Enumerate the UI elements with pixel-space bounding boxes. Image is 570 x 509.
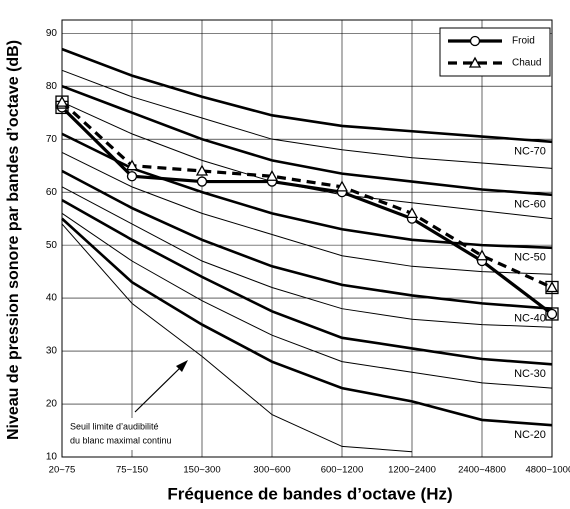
nc-curve bbox=[61, 198, 553, 366]
y-tick-label: 20 bbox=[46, 399, 58, 410]
marker bbox=[55, 95, 69, 109]
marker bbox=[196, 176, 208, 187]
y-tick-label: 60 bbox=[46, 187, 58, 198]
nc-curve bbox=[61, 217, 553, 427]
x-tick-label: 75~150 bbox=[116, 465, 148, 476]
nc-label-bg bbox=[512, 251, 548, 264]
marker bbox=[125, 159, 139, 171]
nc-curve bbox=[61, 223, 413, 453]
x-tick-label: 600~1200 bbox=[321, 465, 364, 476]
plot-area bbox=[61, 19, 553, 458]
nc-label-bg bbox=[512, 198, 548, 211]
legend-label: Froid bbox=[512, 36, 535, 47]
marker bbox=[475, 249, 489, 261]
legend-box bbox=[439, 27, 551, 77]
nc-label: NC-60 bbox=[514, 199, 546, 211]
marker bbox=[546, 308, 558, 320]
y-axis-title: Niveau de pression sonore par bandes d’o… bbox=[5, 40, 22, 440]
x-tick-label: 150~300 bbox=[183, 465, 220, 476]
annotation: Seuil limite d’audibilité bbox=[70, 421, 159, 431]
nc-label-bg bbox=[512, 312, 548, 325]
x-tick-label: 20~75 bbox=[49, 465, 76, 476]
y-tick-label: 40 bbox=[46, 293, 58, 304]
marker bbox=[55, 95, 69, 107]
legend-marker bbox=[469, 35, 481, 47]
nc-curve bbox=[61, 151, 553, 275]
nc-curve bbox=[61, 47, 553, 144]
x-tick-label: 2400~4800 bbox=[458, 465, 506, 476]
nc-label-bg bbox=[512, 368, 548, 381]
nc-curve bbox=[61, 132, 553, 250]
nc-label-bg bbox=[512, 145, 548, 158]
legend-label: Chaud bbox=[512, 58, 541, 69]
marker bbox=[335, 180, 349, 192]
marker bbox=[545, 307, 559, 321]
nc-curve bbox=[61, 84, 553, 197]
marker bbox=[545, 281, 559, 293]
nc-label-bg bbox=[512, 429, 548, 442]
y-tick-label: 70 bbox=[46, 134, 58, 145]
marker bbox=[265, 169, 279, 181]
series-line bbox=[60, 100, 553, 289]
x-tick-label: 4800~10000 bbox=[525, 465, 570, 476]
annotation: du blanc maximal continu bbox=[70, 435, 172, 445]
series-line bbox=[60, 106, 553, 316]
y-tick-label: 30 bbox=[46, 346, 58, 357]
annotation-bg bbox=[66, 418, 194, 450]
y-tick-label: 80 bbox=[46, 81, 58, 92]
annotation-arrow bbox=[134, 365, 183, 413]
nc-label: NC-20 bbox=[514, 429, 546, 441]
annotation-arrowhead bbox=[176, 360, 188, 372]
nc-label: NC-40 bbox=[514, 313, 546, 325]
y-tick-label: 50 bbox=[46, 240, 58, 251]
nc-label: NC-70 bbox=[514, 146, 546, 158]
marker bbox=[126, 171, 138, 182]
y-tick-label: 10 bbox=[46, 452, 58, 463]
x-tick-label: 300~600 bbox=[253, 465, 290, 476]
y-tick-label: 90 bbox=[46, 28, 58, 39]
nc-label: NC-30 bbox=[514, 368, 546, 380]
x-tick-label: 1200~2400 bbox=[388, 465, 436, 476]
legend-marker bbox=[468, 56, 482, 68]
nc-curve bbox=[61, 186, 553, 328]
marker bbox=[405, 207, 419, 218]
nc-curve bbox=[61, 212, 553, 389]
marker bbox=[195, 164, 209, 176]
nc-curve bbox=[61, 69, 553, 169]
x-axis-title: Fréquence de bandes d’octave (Hz) bbox=[167, 484, 452, 503]
marker bbox=[545, 280, 559, 295]
nc-curve bbox=[61, 169, 553, 310]
nc-label: NC-50 bbox=[514, 252, 546, 264]
